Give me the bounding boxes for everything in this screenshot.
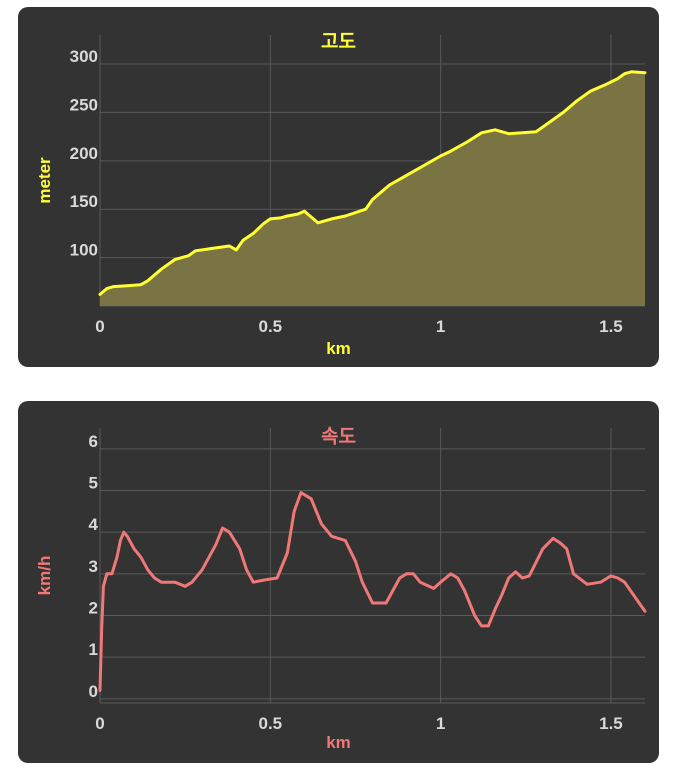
speed-xtick-label: 1.5 (599, 714, 623, 733)
speed-ytick-label: 4 (89, 515, 99, 534)
speed-chart-title: 속도 (321, 426, 356, 448)
elev-area-fill (100, 71, 645, 306)
speed-x-axis-label: km (326, 733, 351, 752)
elev-xtick-label: 1.5 (599, 317, 623, 336)
speed-ytick-label: 2 (89, 599, 98, 618)
elev-x-axis-label: km (326, 339, 351, 358)
speed-ytick-label: 6 (89, 432, 98, 451)
speed-xtick-label: 0 (95, 714, 104, 733)
elev-ytick-label: 150 (70, 192, 98, 211)
elev-ytick-label: 200 (70, 144, 98, 163)
speed-y-axis-label: km/h (35, 556, 54, 596)
speed-ytick-label: 3 (89, 557, 98, 576)
speed-series-line (98, 491, 647, 692)
elev-series-line (98, 70, 647, 296)
speed-ytick-label: 1 (89, 640, 98, 659)
elev-ytick-label: 100 (70, 241, 98, 260)
elev-y-axis-label: meter (35, 157, 54, 204)
speed-ytick-label: 0 (89, 682, 98, 701)
elev-chart-title: 고도 (321, 31, 356, 53)
speed-xtick-label: 1 (436, 714, 445, 733)
elev-xtick-label: 0 (95, 317, 104, 336)
speed-ytick-label: 5 (89, 474, 98, 493)
elev-ytick-label: 250 (70, 95, 98, 114)
elev-xtick-label: 1 (436, 317, 445, 336)
elev-xtick-label: 0.5 (258, 317, 282, 336)
speed-xtick-label: 0.5 (258, 714, 282, 733)
elev-ytick-label: 300 (70, 47, 98, 66)
